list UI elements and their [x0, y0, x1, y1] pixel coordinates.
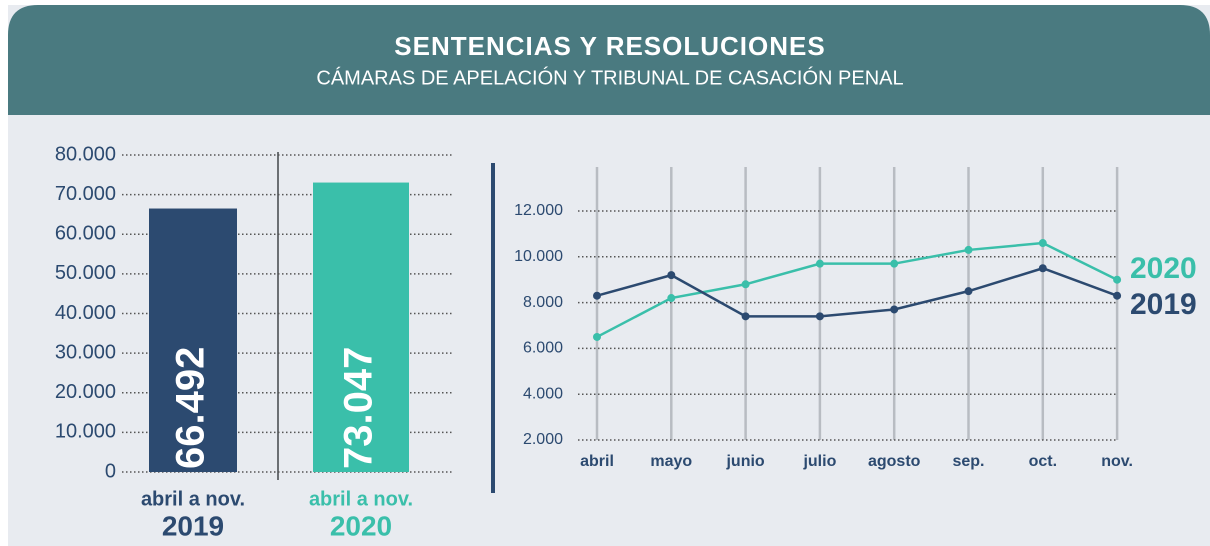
- point: [815, 312, 824, 321]
- y-tick-label: 30.000: [55, 341, 116, 363]
- y-tick-label: 50.000: [55, 262, 116, 284]
- x-tick-label: julio: [802, 453, 836, 470]
- category-period: abril a nov.: [141, 488, 245, 510]
- category-label: 2019: [162, 510, 224, 541]
- series-name: 2020: [1130, 252, 1197, 285]
- series-name: 2019: [1130, 288, 1197, 321]
- point: [667, 294, 676, 303]
- x-tick-label: mayo: [650, 453, 692, 470]
- title: SENTENCIAS Y RESOLUCIONES: [394, 31, 825, 61]
- series-line: [596, 241, 1118, 339]
- point: [964, 287, 973, 296]
- point: [1038, 239, 1047, 248]
- point: [593, 291, 601, 300]
- x-tick-label: abril: [580, 453, 614, 470]
- point: [815, 259, 824, 268]
- header-band: [8, 5, 1210, 115]
- bar: [313, 182, 409, 472]
- x-tick-label: sep.: [952, 453, 984, 470]
- y-tick-label: 0: [105, 460, 116, 482]
- x-tick-label: junio: [725, 453, 764, 470]
- point: [890, 259, 899, 268]
- y-tick-label: 6.000: [523, 340, 563, 357]
- y-tick-label: 80.000: [55, 143, 116, 165]
- y-tick-label: 70.000: [55, 183, 116, 205]
- point: [1038, 264, 1047, 273]
- y-tick-label: 40.000: [55, 302, 116, 324]
- subtitle: CÁMARAS DE APELACIÓN Y TRIBUNAL DE CASAC…: [316, 66, 903, 89]
- x-tick-label: agosto: [868, 453, 921, 470]
- y-tick-label: 12.000: [514, 202, 563, 219]
- bar: [149, 208, 237, 472]
- point: [964, 245, 973, 254]
- category-label: 2020: [330, 510, 392, 541]
- bar-value-label: 66.492: [169, 347, 213, 469]
- y-tick-label: 10.000: [514, 248, 563, 265]
- category-period: abril a nov.: [309, 488, 413, 510]
- y-tick-label: 8.000: [523, 294, 563, 311]
- y-tick-label: 20.000: [55, 381, 116, 403]
- series-line: [596, 266, 1118, 318]
- point: [741, 312, 750, 321]
- point: [741, 280, 750, 289]
- y-tick-label: 4.000: [523, 385, 563, 402]
- point: [890, 305, 899, 314]
- x-tick-label: oct.: [1029, 453, 1057, 470]
- point: [667, 271, 676, 280]
- bar-value-label: 73.047: [337, 347, 381, 469]
- y-tick-label: 10.000: [55, 421, 116, 443]
- point: [1113, 275, 1122, 284]
- x-tick-label: nov.: [1101, 453, 1133, 470]
- y-tick-label: 2.000: [523, 431, 563, 448]
- y-tick-label: 60.000: [55, 223, 116, 245]
- point: [1113, 291, 1122, 300]
- point: [593, 332, 601, 341]
